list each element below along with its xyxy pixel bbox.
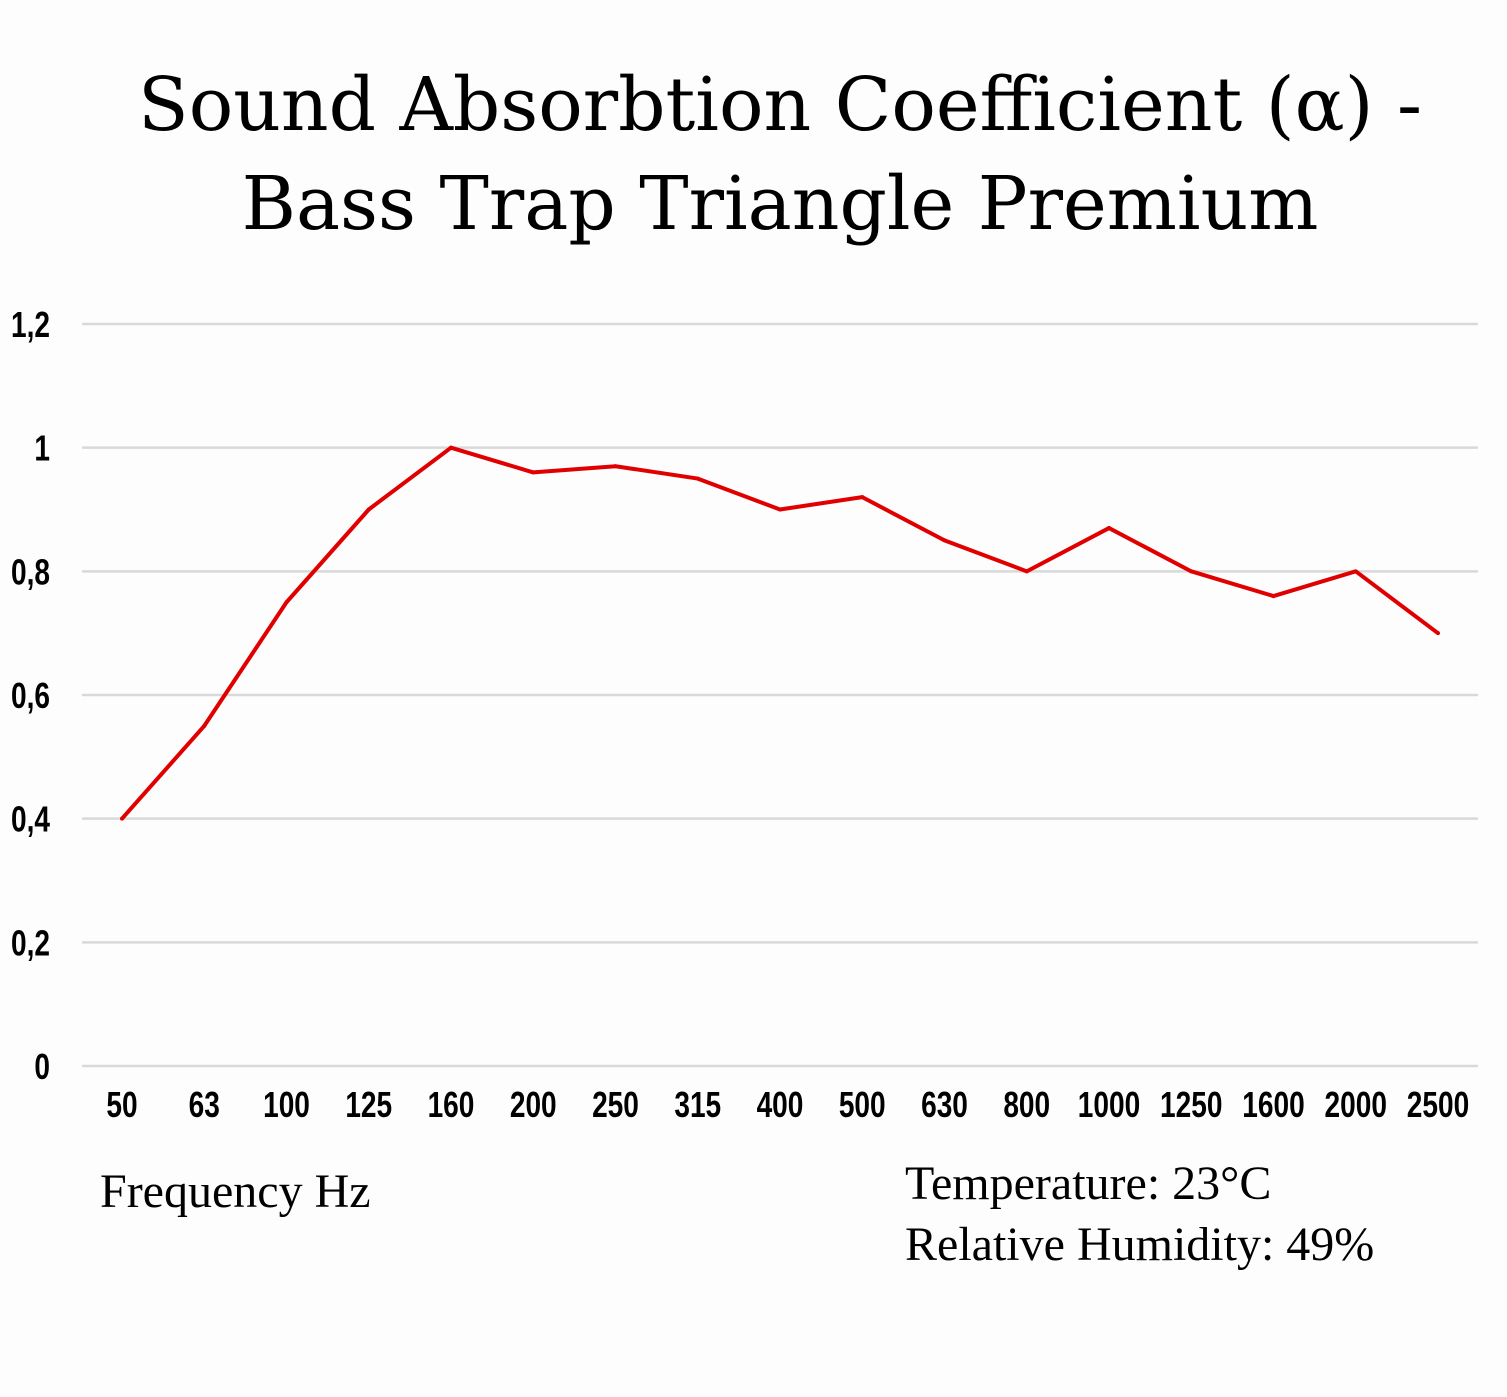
x-tick-label: 630 xyxy=(921,1085,968,1125)
x-tick-label: 100 xyxy=(263,1085,310,1125)
data-point xyxy=(284,600,289,605)
data-point xyxy=(366,507,371,512)
x-tick-label: 315 xyxy=(674,1085,721,1125)
x-tick-label: 200 xyxy=(510,1085,557,1125)
x-tick-label: 1000 xyxy=(1078,1085,1140,1125)
x-tick-label: 500 xyxy=(839,1085,886,1125)
x-tick-label: 2500 xyxy=(1407,1085,1469,1125)
x-tick-label: 2000 xyxy=(1325,1085,1387,1125)
x-tick-label: 800 xyxy=(1003,1085,1050,1125)
data-point xyxy=(1024,569,1029,574)
x-tick-label: 50 xyxy=(106,1085,137,1125)
x-tick-label: 63 xyxy=(189,1085,220,1125)
x-tick-label: 400 xyxy=(757,1085,804,1125)
data-point xyxy=(531,470,536,475)
data-point xyxy=(202,723,207,728)
y-axis-ticks: 0 0,2 0,4 0,6 0,8 1 1,2 xyxy=(11,305,50,1087)
gridlines xyxy=(82,322,1478,1068)
data-point xyxy=(1353,569,1358,574)
x-tick-label: 1250 xyxy=(1160,1085,1222,1125)
y-tick-label: 0,6 xyxy=(11,676,50,716)
x-tick-label: 125 xyxy=(345,1085,392,1125)
data-point xyxy=(942,538,947,543)
y-tick-label: 1 xyxy=(34,428,50,468)
data-point xyxy=(1271,594,1276,599)
y-tick-label: 0,2 xyxy=(11,923,50,963)
data-point xyxy=(695,476,700,481)
chart-title-line2: Bass Trap Triangle Premium xyxy=(242,161,1319,247)
x-tick-label: 1600 xyxy=(1242,1085,1304,1125)
annotation-humidity: Relative Humidity: 49% xyxy=(905,1218,1374,1271)
data-point xyxy=(449,445,453,450)
y-tick-label: 0,8 xyxy=(11,552,50,592)
data-point xyxy=(613,464,618,469)
data-point xyxy=(1436,631,1440,636)
y-tick-label: 1,2 xyxy=(11,305,50,345)
annotation-temperature: Temperature: 23°C xyxy=(905,1157,1271,1210)
data-point xyxy=(778,507,782,512)
x-tick-label: 250 xyxy=(592,1085,639,1125)
data-point xyxy=(1189,569,1194,574)
data-point xyxy=(1107,526,1111,531)
data-point xyxy=(860,495,865,500)
series-layer xyxy=(120,445,1440,821)
x-axis-ticks: 50 63 100 125 160 200 250 315 400 500 630 800 1000 12… xyxy=(106,1085,1469,1125)
chart-title-line1: Sound Absorbtion Coefficient (α) - xyxy=(138,62,1422,148)
x-axis-label: Frequency Hz xyxy=(100,1165,371,1218)
data-point xyxy=(120,816,124,821)
y-tick-label: 0 xyxy=(34,1047,50,1087)
series-line xyxy=(120,445,1440,820)
x-tick-label: 160 xyxy=(428,1085,475,1125)
y-tick-label: 0,4 xyxy=(11,799,50,839)
